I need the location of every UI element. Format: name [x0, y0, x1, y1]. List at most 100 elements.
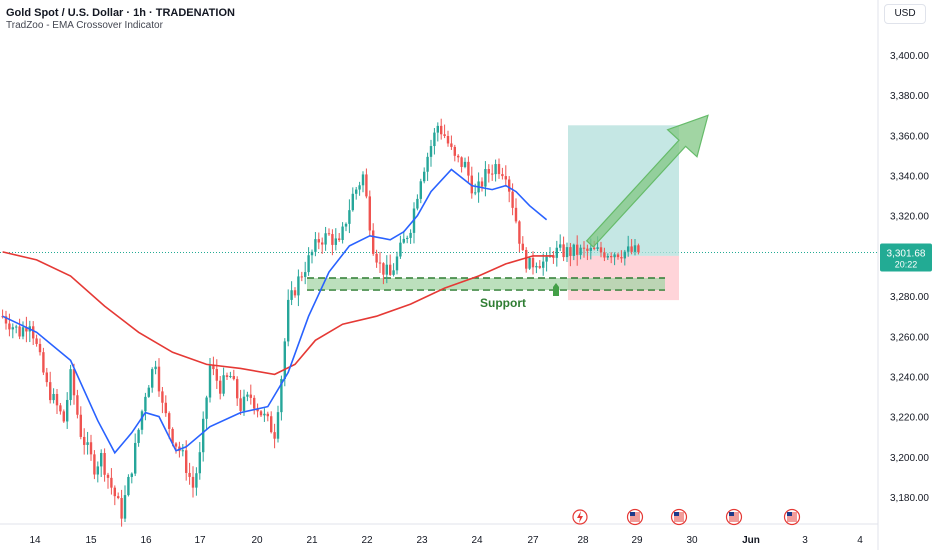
candle [202, 411, 205, 462]
price-tick-label: 3,200.00 [890, 453, 929, 464]
candle-body [368, 196, 371, 231]
candle-body [8, 323, 11, 330]
candle [361, 171, 365, 193]
candle [93, 450, 96, 480]
candle [21, 321, 25, 340]
candle [134, 433, 137, 477]
candle-body [623, 251, 626, 259]
candle-body [96, 466, 99, 475]
candle-body [25, 327, 28, 332]
candle-body [310, 251, 314, 256]
candle-body [256, 408, 259, 412]
candle-body [66, 399, 69, 422]
candle-body [365, 174, 368, 197]
candle [613, 252, 616, 266]
candle [576, 235, 579, 266]
candle [154, 360, 157, 375]
candle [368, 190, 371, 237]
candle-body [338, 238, 341, 241]
candle [372, 223, 375, 256]
candle-body [270, 416, 273, 433]
candle [497, 158, 501, 179]
candle-body [69, 369, 72, 400]
candle-body [140, 411, 144, 430]
candle-body [521, 243, 524, 250]
us-flag-event-icon [626, 508, 644, 526]
candle [15, 324, 18, 334]
candle-body [531, 257, 535, 268]
price-tick-label: 3,320.00 [890, 212, 929, 223]
candle-body [154, 366, 157, 370]
candle [239, 389, 242, 415]
candle [205, 395, 208, 430]
candle-body [467, 161, 470, 176]
candle [443, 124, 446, 139]
candle [181, 443, 184, 457]
price-tick-label: 3,220.00 [890, 413, 929, 424]
candle-body [293, 290, 297, 296]
time-tick-label: 27 [527, 535, 539, 546]
chart-title[interactable]: Gold Spot / U.S. Dollar · 1h · TRADENATI… [6, 7, 235, 19]
lightning-event-icon [572, 509, 588, 525]
candle [348, 199, 351, 234]
candle-body [399, 242, 402, 257]
candle-body [202, 418, 205, 453]
candle-body [446, 135, 450, 144]
candle-body [35, 338, 38, 344]
candle [256, 403, 259, 418]
candle-body [144, 396, 147, 412]
candle [157, 358, 161, 397]
candle [270, 411, 273, 434]
candle [606, 253, 609, 261]
support-zone [307, 278, 665, 291]
candle-body [518, 221, 521, 244]
candle [236, 376, 239, 406]
candle-body [300, 276, 303, 278]
candle [378, 251, 382, 274]
candle [96, 461, 99, 483]
candle-body [229, 376, 232, 378]
candle-body [297, 276, 300, 296]
candle-body [538, 266, 541, 268]
candle-body [460, 157, 463, 167]
candle-body [535, 266, 538, 268]
candle [263, 408, 266, 422]
candle-body [457, 155, 460, 158]
currency-selector[interactable]: USD [884, 4, 926, 24]
candle [406, 235, 409, 244]
candle [120, 489, 123, 527]
candle-body [188, 472, 191, 477]
time-axis[interactable]: 14 15 16 17 20 21 22 23 24 27 28 29 30 Jun 3 4 [29, 535, 863, 546]
candle-body [378, 262, 382, 264]
candle [355, 186, 358, 200]
candle [341, 222, 344, 244]
candle-body [582, 247, 586, 249]
candle-body [290, 290, 293, 300]
candle [66, 392, 69, 429]
candle-body [491, 173, 494, 175]
candle [484, 161, 487, 197]
candle [555, 240, 558, 267]
price-axis[interactable]: 3,180.00 3,200.00 3,220.00 3,240.00 3,260.00… [890, 51, 929, 504]
candle-body [576, 244, 579, 255]
candle-body [253, 397, 256, 409]
candle-body [508, 179, 511, 192]
indicator-label[interactable]: TradZoo - EMA Crossover Indicator [6, 20, 163, 31]
us-flag-event-icon [670, 508, 688, 526]
candle-body [331, 234, 334, 245]
candle-body [147, 387, 150, 397]
candle [151, 367, 154, 393]
candle-body [358, 185, 361, 190]
candle [8, 313, 11, 337]
candle-body [103, 453, 106, 475]
price-tick-label: 3,280.00 [890, 292, 929, 303]
candle [416, 194, 419, 211]
candle-body [341, 226, 344, 241]
candle-body [59, 405, 62, 412]
candle-body [440, 125, 443, 135]
candle-body [361, 174, 365, 186]
candle [123, 485, 127, 522]
candle [402, 230, 405, 244]
